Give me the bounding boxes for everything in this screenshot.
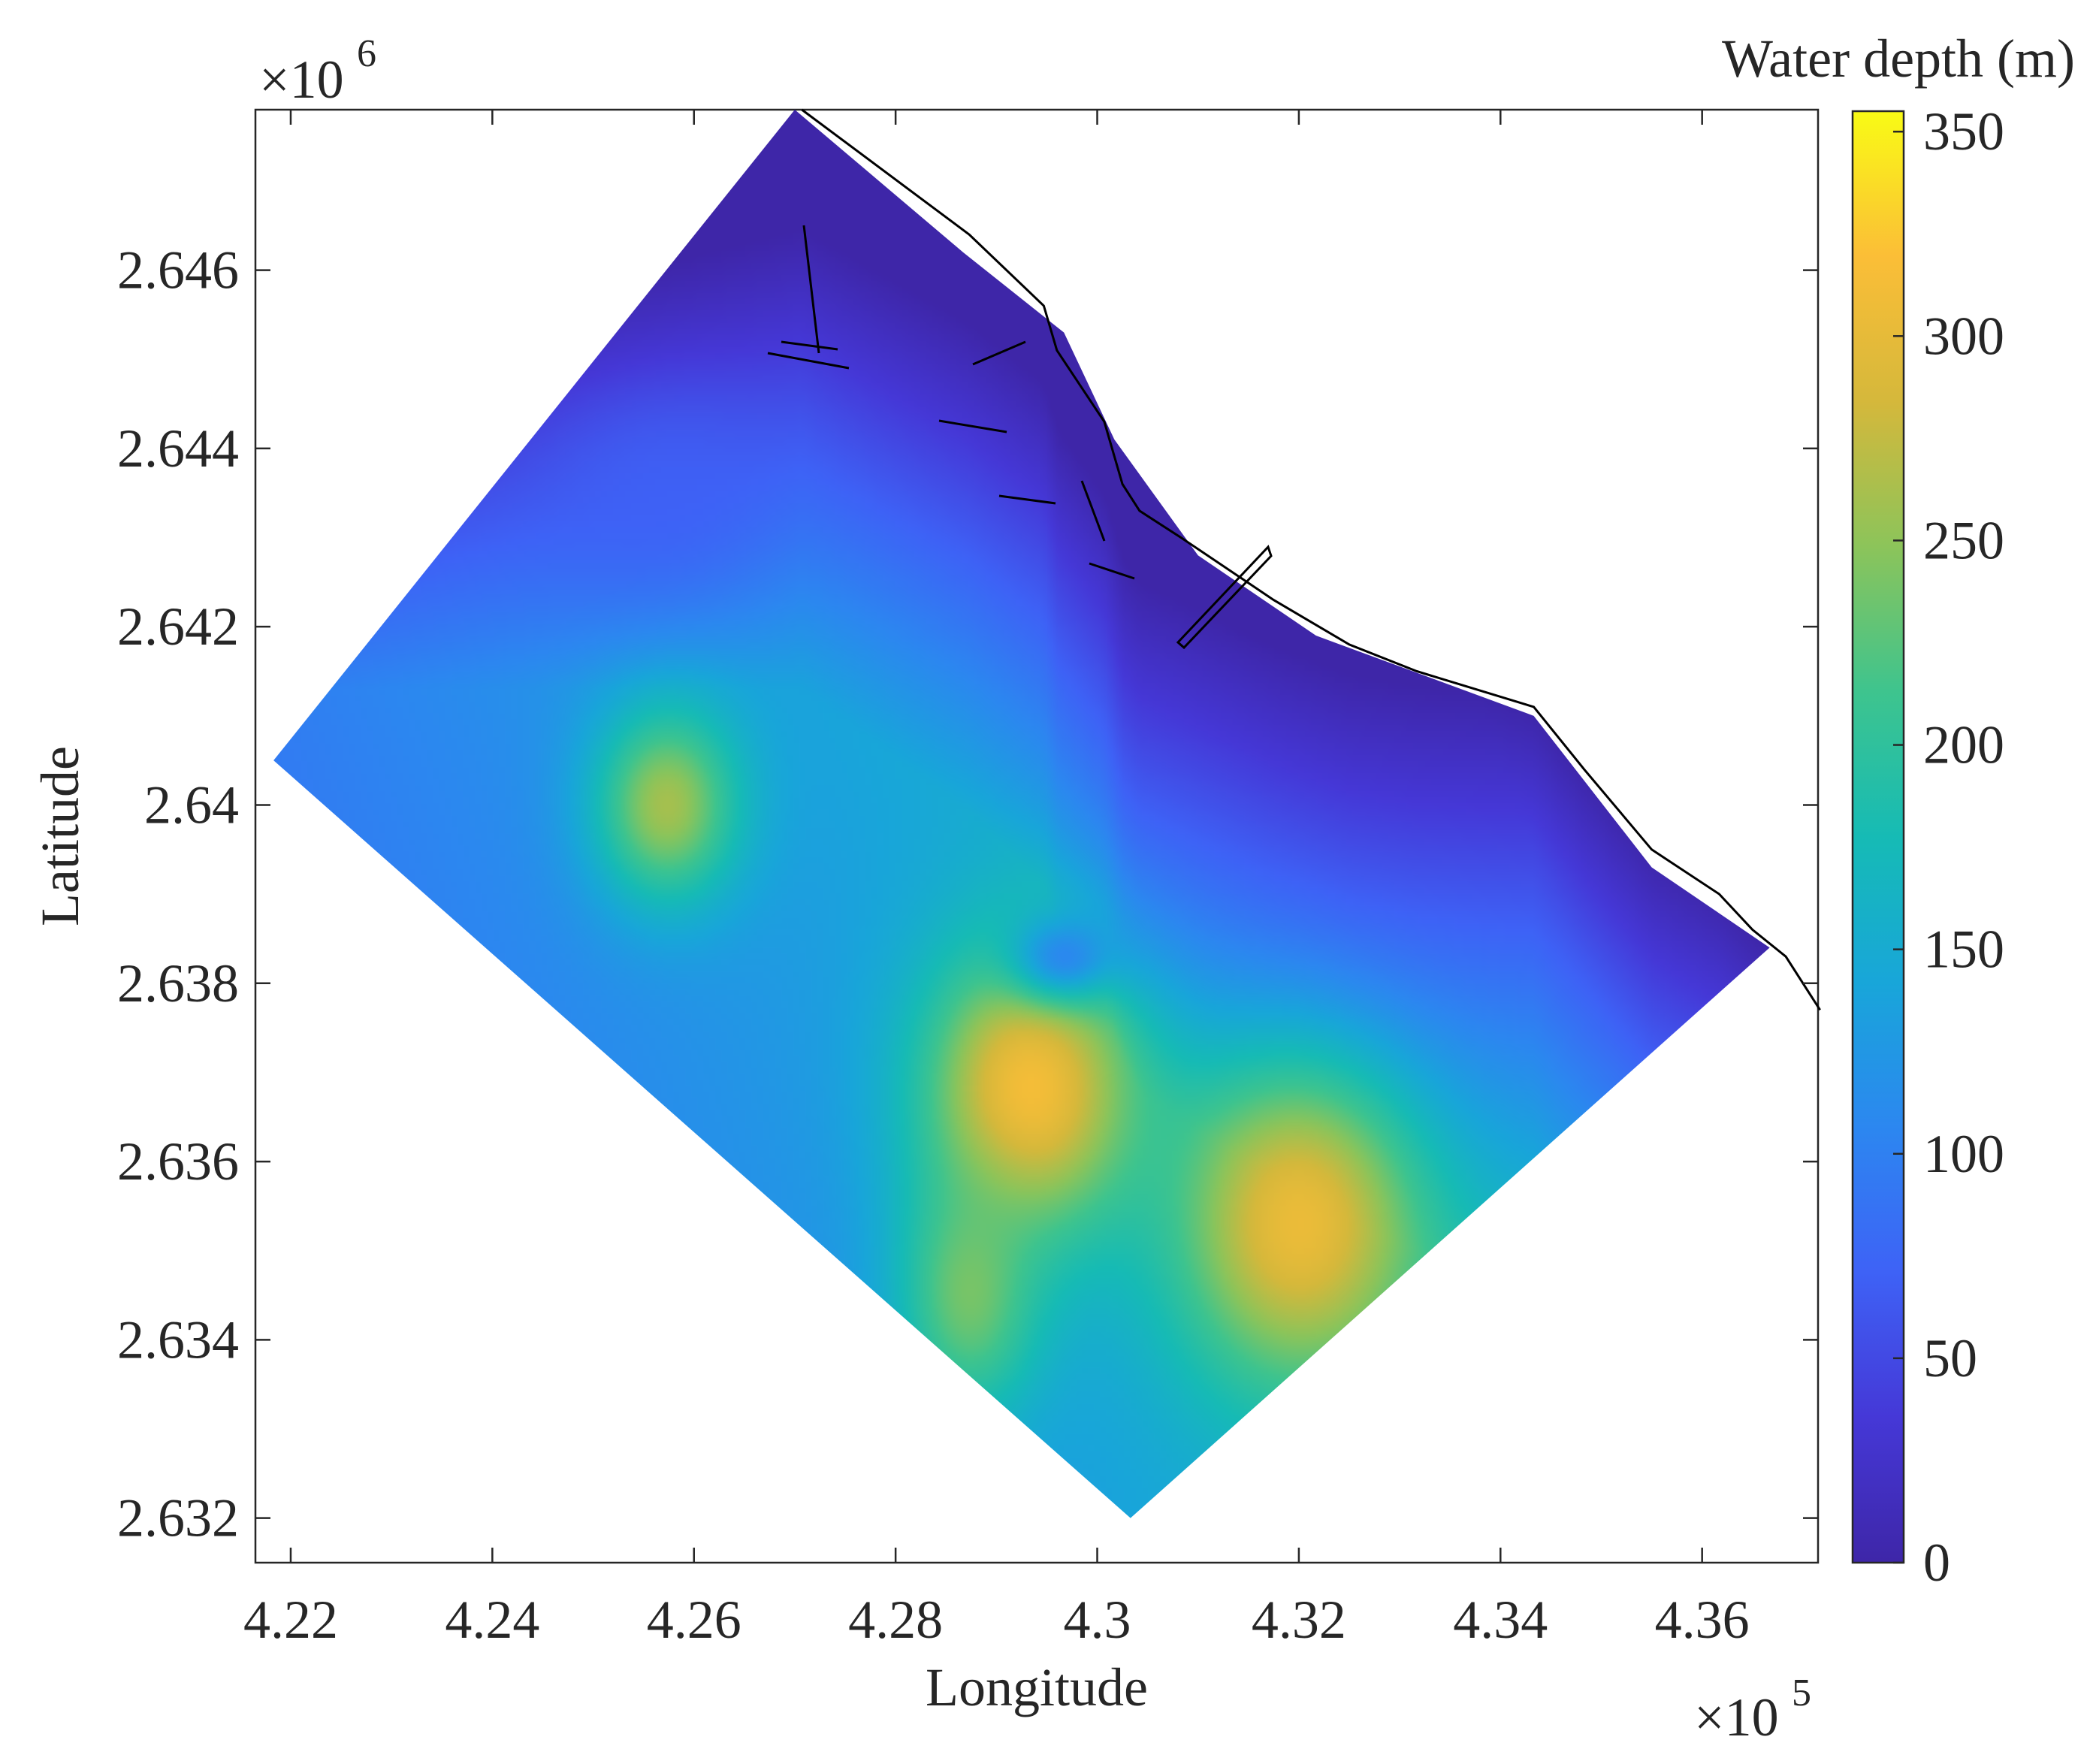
y-tick-label-6: 2.644 [117,418,239,479]
colorbar [1851,110,1905,1564]
x-exponent-label: ×10 5 [1694,1672,1811,1747]
cb-tick-label-3: 150 [1923,920,2004,980]
y-tick-label-2: 2.636 [117,1131,239,1192]
y-tick-label-5: 2.642 [117,597,239,657]
x-tick-label-6: 4.34 [1453,1590,1548,1650]
x-tick-label-1: 4.24 [445,1590,539,1650]
x-tick-label-0: 4.22 [243,1590,338,1650]
y-tick-label-0: 2.632 [117,1488,239,1548]
y-tick-label-7: 2.646 [117,240,239,301]
cb-tick-label-0: 0 [1923,1533,1950,1593]
cb-tick-label-2: 100 [1923,1124,2004,1184]
y-tick-label-3: 2.638 [117,953,239,1013]
y-tick-label-1: 2.634 [117,1309,239,1370]
svg-text:×10: ×10 [1694,1687,1779,1747]
pier-lines [767,225,1135,580]
x-tick-label-2: 4.26 [647,1590,741,1650]
y-tick-label-4: 2.64 [144,775,239,835]
x-tick-label-5: 4.32 [1252,1590,1346,1650]
svg-text:5: 5 [1792,1672,1811,1714]
svg-text:×10: ×10 [259,50,344,110]
cb-tick-label-4: 200 [1923,715,2004,775]
svg-text:6: 6 [357,32,376,75]
coastline-line [801,108,1821,1011]
cb-tick-label-5: 250 [1923,510,2004,570]
y-axis-title: Latitude [30,746,90,926]
y-exponent-label: ×10 6 [259,32,376,110]
y-axis-ticks: 2.632 2.634 2.636 2.638 2.64 2.642 2.644 2.646 [117,240,1818,1548]
x-tick-label-7: 4.36 [1655,1590,1750,1650]
cb-tick-label-1: 50 [1923,1328,1977,1388]
cb-tick-label-7: 350 [1923,101,2004,162]
x-tick-label-3: 4.28 [848,1590,943,1650]
colorbar-title: Water depth (m) [1722,29,2075,89]
x-axis-title: Longitude [926,1657,1148,1717]
cb-tick-label-6: 300 [1923,306,2004,366]
x-axis-ticks: 4.22 4.24 4.26 4.28 4.3 4.32 4.34 4.36 [243,110,1750,1650]
colorbar-ticks: 0 50 100 150 200 250 300 350 [1893,101,2004,1593]
breakwater [1176,545,1273,650]
x-tick-label-4: 4.3 [1064,1590,1131,1650]
harbor-structures [767,225,1273,650]
